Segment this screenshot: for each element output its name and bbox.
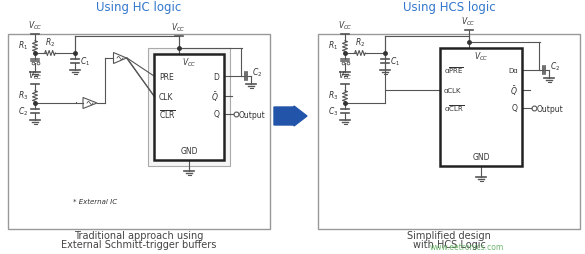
Text: $V_{CC}$: $V_{CC}$ <box>27 69 42 82</box>
Text: D: D <box>213 72 219 81</box>
Text: $R_2$: $R_2$ <box>355 36 365 49</box>
Text: * External IC: * External IC <box>73 198 117 204</box>
Text: $\bar{Q}$: $\bar{Q}$ <box>211 90 219 103</box>
Text: GND: GND <box>180 146 198 155</box>
Text: $C_1$: $C_1$ <box>390 56 400 68</box>
Text: $V_{CC}$: $V_{CC}$ <box>474 51 488 63</box>
Text: $V_{CC}$: $V_{CC}$ <box>338 69 352 82</box>
Text: Using HCS logic: Using HCS logic <box>402 1 495 13</box>
Text: Dɑ: Dɑ <box>508 68 518 74</box>
Text: PRE: PRE <box>159 72 174 81</box>
Text: ɑCLK: ɑCLK <box>444 88 462 94</box>
Text: $R_1$: $R_1$ <box>328 40 338 52</box>
Text: $V_{CC}$: $V_{CC}$ <box>182 57 197 69</box>
Text: $V_{CC}$: $V_{CC}$ <box>171 21 186 34</box>
Text: GND: GND <box>472 152 490 161</box>
Bar <box>8 35 270 229</box>
Text: Output: Output <box>239 110 266 119</box>
Text: $R_2$: $R_2$ <box>45 36 55 49</box>
Bar <box>148 49 230 166</box>
Text: Using HC logic: Using HC logic <box>97 1 181 13</box>
Text: with HCS Logic: with HCS Logic <box>412 239 486 249</box>
FancyArrow shape <box>274 107 307 126</box>
Bar <box>318 35 580 229</box>
Text: $C_2$: $C_2$ <box>550 60 560 73</box>
Text: www.eetronics.com: www.eetronics.com <box>430 242 504 251</box>
Text: $R_1$: $R_1$ <box>18 40 28 52</box>
Text: Q: Q <box>213 110 219 119</box>
Text: Traditional approach using: Traditional approach using <box>74 230 204 240</box>
Text: $\overline{\mathrm{CLR}}$: $\overline{\mathrm{CLR}}$ <box>159 108 176 121</box>
Text: $C_2$: $C_2$ <box>252 67 262 79</box>
Text: $C_2$: $C_2$ <box>18 105 28 118</box>
Text: ɑ$\overline{\mathrm{CLR}}$: ɑ$\overline{\mathrm{CLR}}$ <box>444 103 464 114</box>
Text: Output: Output <box>537 104 564 113</box>
Text: $R_3$: $R_3$ <box>328 89 338 102</box>
Bar <box>154 55 224 160</box>
Text: CLK: CLK <box>159 92 174 101</box>
Text: $V_{CC}$: $V_{CC}$ <box>27 19 42 32</box>
Text: .: . <box>74 95 77 105</box>
Text: $C_1$: $C_1$ <box>80 56 90 68</box>
Bar <box>440 49 522 166</box>
Text: $C_3$: $C_3$ <box>328 105 338 118</box>
Text: ɑ$\overline{\mathrm{PRE}}$: ɑ$\overline{\mathrm{PRE}}$ <box>444 65 464 76</box>
Text: Simplified design: Simplified design <box>407 230 491 240</box>
Text: $V_{CC}$: $V_{CC}$ <box>462 15 476 28</box>
Text: $\bar{Q}$: $\bar{Q}$ <box>510 84 518 98</box>
Text: Q: Q <box>512 104 518 113</box>
Text: $R_3$: $R_3$ <box>18 89 28 102</box>
Text: External Schmitt-trigger buffers: External Schmitt-trigger buffers <box>61 239 216 249</box>
Text: $V_{CC}$: $V_{CC}$ <box>338 19 352 32</box>
